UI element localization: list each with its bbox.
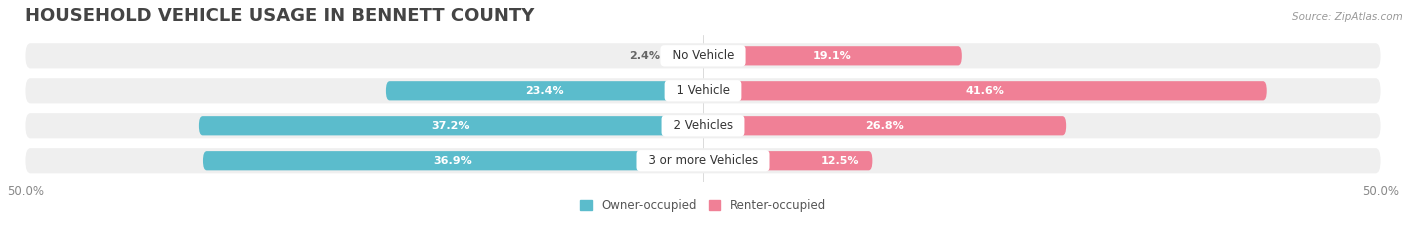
FancyBboxPatch shape bbox=[703, 151, 872, 170]
FancyBboxPatch shape bbox=[703, 46, 962, 65]
FancyBboxPatch shape bbox=[198, 116, 703, 135]
Text: HOUSEHOLD VEHICLE USAGE IN BENNETT COUNTY: HOUSEHOLD VEHICLE USAGE IN BENNETT COUNT… bbox=[25, 7, 534, 25]
FancyBboxPatch shape bbox=[202, 151, 703, 170]
FancyBboxPatch shape bbox=[25, 113, 1381, 138]
Text: 23.4%: 23.4% bbox=[524, 86, 564, 96]
Text: 3 or more Vehicles: 3 or more Vehicles bbox=[641, 154, 765, 167]
Text: 2 Vehicles: 2 Vehicles bbox=[665, 119, 741, 132]
Text: 41.6%: 41.6% bbox=[966, 86, 1004, 96]
Text: 2.4%: 2.4% bbox=[628, 51, 659, 61]
Text: 26.8%: 26.8% bbox=[865, 121, 904, 131]
Text: 12.5%: 12.5% bbox=[820, 156, 859, 166]
FancyBboxPatch shape bbox=[25, 148, 1381, 173]
FancyBboxPatch shape bbox=[25, 78, 1381, 103]
Text: 36.9%: 36.9% bbox=[433, 156, 472, 166]
FancyBboxPatch shape bbox=[703, 81, 1267, 100]
Text: 19.1%: 19.1% bbox=[813, 51, 852, 61]
FancyBboxPatch shape bbox=[671, 46, 703, 65]
Text: No Vehicle: No Vehicle bbox=[665, 49, 741, 62]
FancyBboxPatch shape bbox=[25, 43, 1381, 69]
Text: 1 Vehicle: 1 Vehicle bbox=[669, 84, 737, 97]
Text: Source: ZipAtlas.com: Source: ZipAtlas.com bbox=[1292, 12, 1403, 22]
FancyBboxPatch shape bbox=[385, 81, 703, 100]
Text: 37.2%: 37.2% bbox=[432, 121, 470, 131]
Legend: Owner-occupied, Renter-occupied: Owner-occupied, Renter-occupied bbox=[575, 195, 831, 217]
FancyBboxPatch shape bbox=[703, 116, 1066, 135]
